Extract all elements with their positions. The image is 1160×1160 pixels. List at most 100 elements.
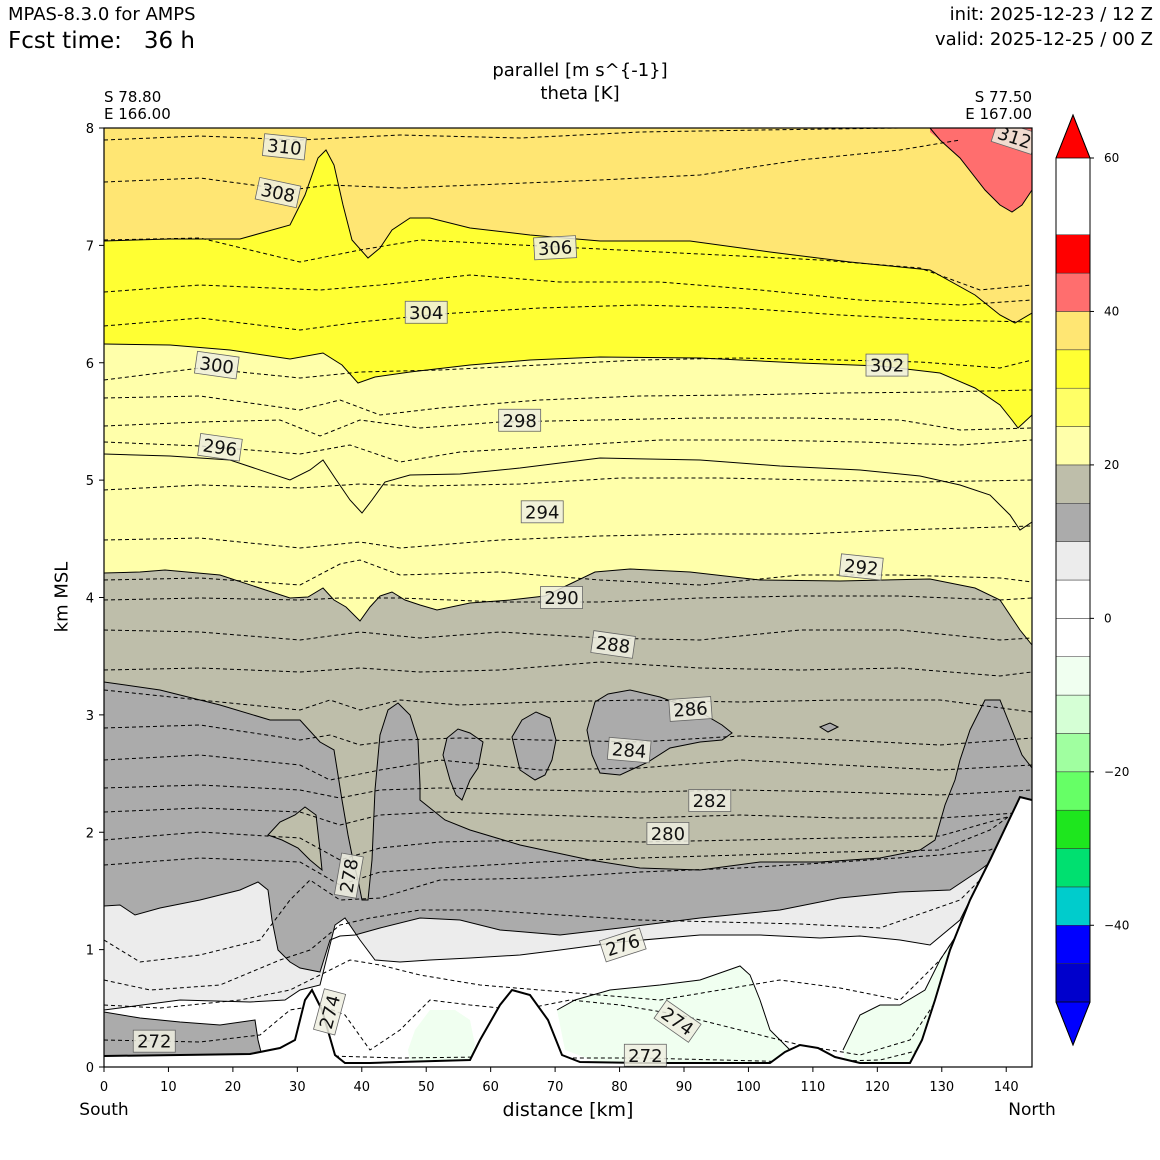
colorbar: 60 40 20 0 −20 −40 [1055,113,1129,1047]
y-tick-label: 3 [86,709,94,724]
contour-label-box [653,999,702,1043]
colorbar-segment [1055,464,1091,504]
plot-area: 310 308 306 304 300 302 298 296 294 292 290 288 286 2… [104,128,1032,1067]
terrain-fill [104,797,1032,1067]
init-time: init: 2025-12-23 / 12 Z [949,4,1153,25]
boundary-pale-green-1 [556,965,801,1063]
y-tick-label: 1 [86,944,94,959]
theta-contour-label: 280 [646,822,690,845]
theta-line-304 [104,304,1032,331]
contour-label-text: 284 [611,739,647,763]
contour-label-box [668,696,713,722]
theta-line-300 [104,389,1032,416]
boundary-light-grey [104,804,1032,973]
contour-label-box [197,432,243,462]
theta-line-296 [104,439,1032,463]
contour-label-text: 310 [266,136,302,160]
contour-label-text: 306 [537,237,572,260]
x-tick-label: 110 [800,1080,825,1095]
colorbar-segment [1055,579,1091,619]
contour-label-box [606,736,652,764]
contour-label-box [404,300,448,324]
y-axis-ticks: 0 1 2 3 4 5 6 7 8 [86,122,104,1076]
contour-label-box [533,235,578,261]
forecast-time: Fcst time: 36 h [8,28,195,54]
y-tick-label: 5 [86,474,94,489]
y-tick-label: 8 [86,122,94,137]
contour-label-box [498,408,542,432]
theta-contour-label: 286 [668,696,713,722]
model-title: MPAS-8.3.0 for AMPS [8,4,196,25]
theta-contour-labels: 310 308 306 304 300 302 298 296 294 292 290 288 286 2… [132,128,1032,1067]
x-tick-label: 120 [865,1080,890,1095]
contour-label-text: 292 [843,556,879,580]
theta-line-310 [104,128,901,141]
colorbar-outline [1055,113,1091,1047]
theta-contour-label: 310 [261,133,307,161]
contour-label-text: 298 [502,411,536,432]
theta-contour-label: 306 [533,235,578,261]
theta-line-286 [104,724,1032,746]
colorbar-segment [1055,311,1091,351]
terrain-outline [104,795,1032,1064]
colorbar-tick-label: 40 [1104,304,1119,318]
boundary-surface-grey [104,1011,263,1057]
x-tick-label: 10 [160,1080,177,1095]
colorbar-segment [1055,349,1091,389]
boundary-gold-yellow [104,149,1032,324]
colorbar-segment [1055,925,1091,964]
contour-label-box [193,350,240,380]
colorbar-segment [1055,541,1091,581]
boundary-pale-green-2 [842,929,961,1051]
contour-label-box [865,353,909,377]
contour-label-text: 302 [870,356,904,377]
contour-label-text: 282 [693,791,727,812]
theta-contour-label: 300 [193,350,240,380]
left-endpoint-lon: E 166.00 [104,105,171,123]
y-tick-label: 6 [86,357,94,372]
colorbar-segment [1055,809,1091,849]
x-tick-label: 60 [482,1080,499,1095]
contour-label-box [333,852,364,899]
left-endpoint-lat: S 78.80 [104,88,162,106]
theta-contour-label: 282 [688,789,732,812]
contour-label-text: 296 [201,435,238,461]
contour-label-box [646,822,690,845]
shade-grey-cell-2 [512,712,556,780]
theta-line-287 [104,689,1032,713]
x-axis-ticks: 0 10 20 30 40 50 60 70 80 90 100 110 120 130 140 [100,1067,1019,1095]
contour-label-text: 304 [409,303,443,324]
x-tick-label: 50 [418,1080,435,1095]
theta-line-289 [104,629,1032,641]
theta-line-288 [104,661,1032,677]
y-tick-label: 0 [86,1061,94,1076]
colorbar-under-triangle [1055,1001,1091,1047]
theta-contour-label: 290 [540,586,583,609]
contour-label-text: 294 [525,502,559,523]
shade-olive-blob [268,807,322,870]
contour-label-text: 272 [628,1046,662,1067]
colorbar-tick-label: −20 [1104,765,1129,779]
contour-label-box [132,1029,176,1053]
contour-label-text: 300 [198,353,235,379]
theta-contour-label: 298 [498,408,542,432]
colorbar-segment [1055,503,1091,542]
theta-line-280 [104,829,1032,963]
colorbar-segment [1055,694,1091,734]
theta-line-305 [104,274,1032,306]
theta-contour-label: 308 [254,176,302,209]
right-endpoint-lat: S 77.50 [974,88,1032,106]
colorbar-segment [1055,963,1091,1003]
y-tick-label: 2 [86,826,94,841]
boundary-yellow-lightyellow [104,343,1032,429]
boundary-lightyellow-lower [104,453,1032,531]
boundary-white [104,841,1011,1011]
x-tick-label: 30 [289,1080,306,1095]
theta-line-282 [104,809,1032,861]
contour-label-text: 290 [544,588,578,609]
boundary-grey-top [104,681,1032,901]
theta-line-292 [104,559,1032,586]
colorbar-tick-label: 0 [1104,611,1112,625]
contour-label-text: 288 [594,633,631,659]
